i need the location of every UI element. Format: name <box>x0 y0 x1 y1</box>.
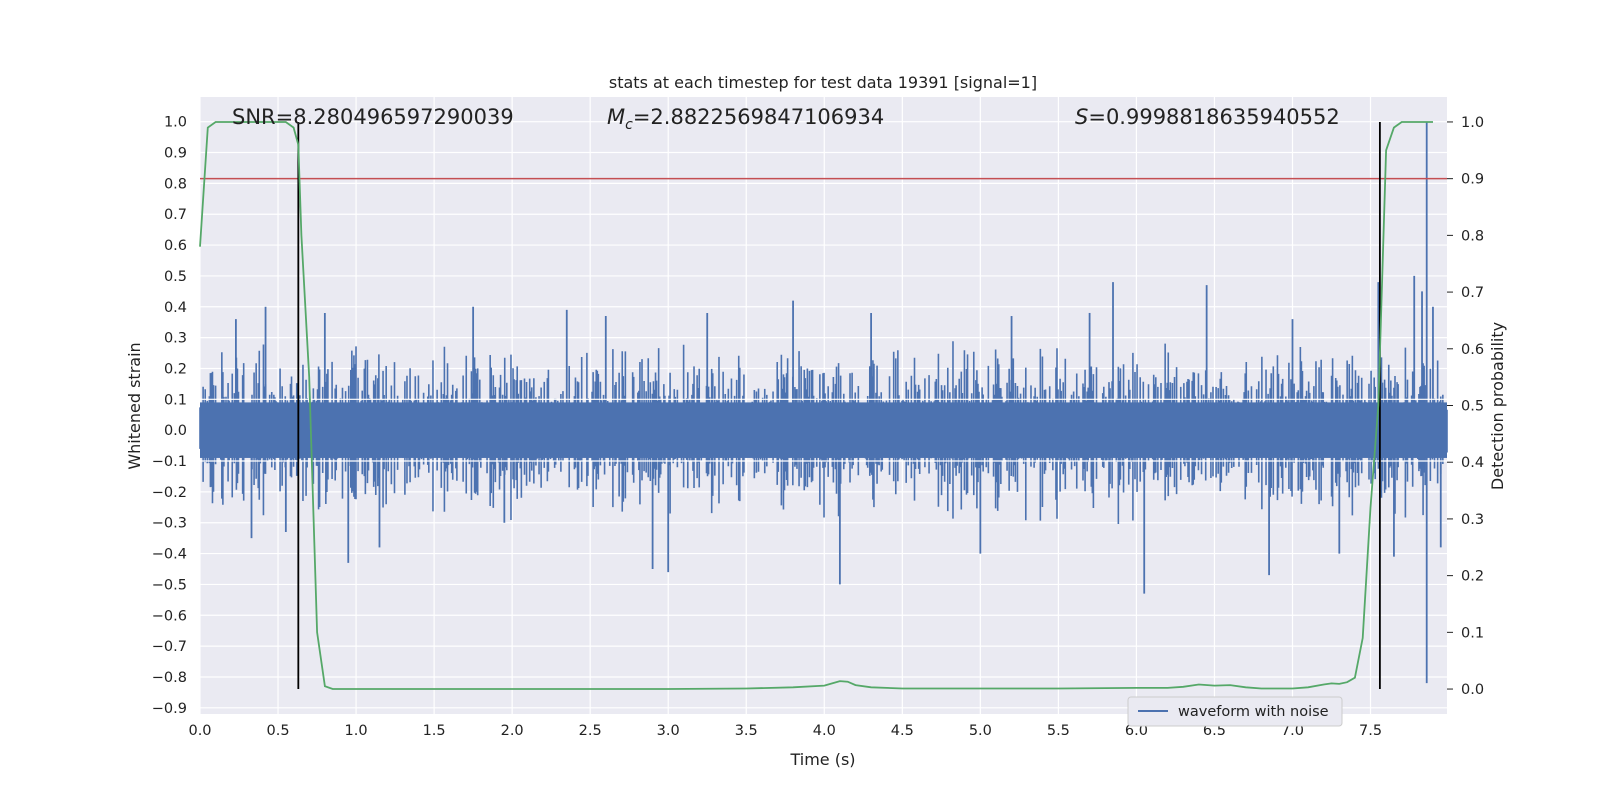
mc-subscript: c <box>625 117 633 133</box>
y-left-tick-label: 0.9 <box>164 146 187 162</box>
legend: waveform with noise <box>1127 696 1343 727</box>
x-tick-label: 7.5 <box>1359 723 1382 739</box>
y-left-tick-label: 0.4 <box>164 300 187 316</box>
y-left-tick-labels: 1.0 0.9 0.8 0.7 0.6 0.5 0.4 0.3 0.2 0.1 0.0 −0.1 −0.… <box>152 115 187 717</box>
x-tick-label: 6.5 <box>1203 723 1226 739</box>
s-value: =0.9998818635940552 <box>1088 105 1339 129</box>
s-symbol: S <box>1075 105 1088 129</box>
y-right-tick-label: 0.4 <box>1461 455 1484 471</box>
mc-annotation: Mc=2.8822569847106934 <box>607 105 884 133</box>
y-right-tick-label: 0.3 <box>1461 512 1484 528</box>
y-right-axis-label: Detection probability <box>1488 322 1507 490</box>
x-tick-label: 4.0 <box>813 723 836 739</box>
y-left-tick-label: −0.6 <box>152 608 187 624</box>
x-tick-label: 6.0 <box>1125 723 1148 739</box>
legend-box <box>1127 696 1343 727</box>
mc-value: =2.8822569847106934 <box>633 105 884 129</box>
y-left-tick-label: 0.8 <box>164 176 187 192</box>
y-left-tick-label: −0.8 <box>152 670 187 686</box>
y-left-tick-label: −0.1 <box>152 454 187 470</box>
waveform-noise-band <box>200 402 1447 458</box>
y-left-tick-label: −0.7 <box>152 639 187 655</box>
x-axis-label: Time (s) <box>789 750 855 769</box>
y-left-tick-label: −0.4 <box>152 547 187 563</box>
x-tick-label: 3.5 <box>735 723 758 739</box>
x-tick-label: 5.5 <box>1047 723 1070 739</box>
x-tick-label: 7.0 <box>1281 723 1304 739</box>
s-annotation: S=0.9998818635940552 <box>1075 105 1340 129</box>
y-right-tick-label: 0.9 <box>1461 172 1484 188</box>
y-left-tick-label: −0.9 <box>152 701 187 717</box>
legend-label-waveform: waveform with noise <box>1178 704 1329 720</box>
detection-probability-line <box>199 121 1433 690</box>
x-tick-label: 4.5 <box>891 723 914 739</box>
y-right-tick-label: 1.0 <box>1461 115 1484 131</box>
x-tick-label: 2.5 <box>579 723 602 739</box>
x-tick-label: 3.0 <box>657 723 680 739</box>
y-left-tick-label: 0.0 <box>164 423 187 439</box>
x-tick-label: 1.0 <box>345 723 368 739</box>
y-right-tick-labels: 1.0 0.9 0.8 0.7 0.6 0.5 0.4 0.3 0.2 0.1 0.0 <box>1447 115 1484 698</box>
x-tick-label: 2.0 <box>501 723 524 739</box>
y-right-tick-label: 0.2 <box>1461 569 1484 585</box>
y-left-tick-label: 0.2 <box>164 361 187 377</box>
y-right-tick-label: 0.7 <box>1461 285 1484 301</box>
x-tick-label: 0.5 <box>267 723 290 739</box>
x-tick-label: 1.5 <box>423 723 446 739</box>
y-left-tick-label: 1.0 <box>164 115 187 131</box>
y-left-tick-label: −0.5 <box>152 577 187 593</box>
y-right-tick-label: 0.5 <box>1461 399 1484 415</box>
x-tick-labels: 0.0 0.5 1.0 1.5 2.0 2.5 3.0 3.5 4.0 4.5 5.0 5.5 6.0 6… <box>188 723 1382 739</box>
y-left-axis-label: Whitened strain <box>125 342 144 469</box>
y-left-tick-label: 0.3 <box>164 331 187 347</box>
y-left-tick-label: −0.2 <box>152 485 187 501</box>
y-left-tick-label: 0.5 <box>164 269 187 285</box>
y-left-tick-label: 0.6 <box>164 238 187 254</box>
y-left-tick-label: 0.1 <box>164 392 187 408</box>
y-right-tick-label: 0.0 <box>1461 682 1484 698</box>
y-left-tick-label: 0.7 <box>164 207 187 223</box>
series-layer <box>199 121 1448 690</box>
x-tick-label: 5.0 <box>969 723 992 739</box>
snr-annotation: SNR=8.280496597290039 <box>232 105 514 129</box>
x-tick-label: 0.0 <box>188 723 211 739</box>
chart-title: stats at each timestep for test data 193… <box>609 73 1037 92</box>
y-right-tick-label: 0.6 <box>1461 342 1484 358</box>
y-left-tick-label: −0.3 <box>152 516 187 532</box>
y-right-tick-label: 0.1 <box>1461 625 1484 641</box>
mc-symbol: M <box>607 105 625 129</box>
y-right-tick-label: 0.8 <box>1461 228 1484 244</box>
